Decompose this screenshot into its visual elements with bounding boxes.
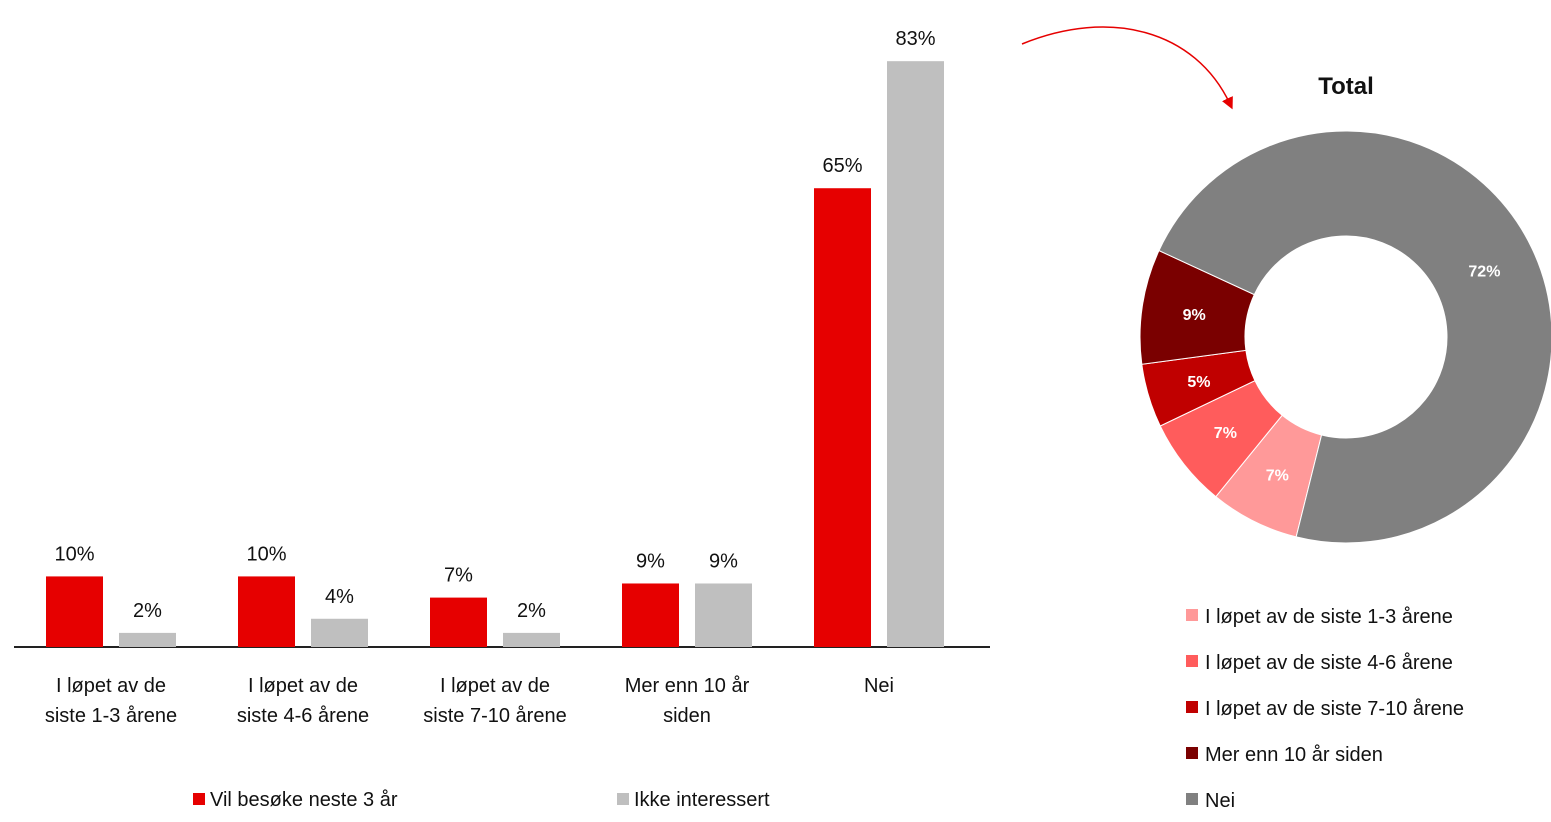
donut-legend-label: I løpet av de siste 1-3 årene xyxy=(1205,606,1453,628)
bar-value-label: 2% xyxy=(133,600,162,622)
bar-value-label: 7% xyxy=(444,565,473,587)
legend-swatch xyxy=(617,793,629,805)
bar-ikke-interessert-2 xyxy=(503,632,560,647)
donut-legend-label: I løpet av de siste 4-6 årene xyxy=(1205,652,1453,674)
bar-value-label: 10% xyxy=(246,543,286,565)
bar-ikke-interessert-0 xyxy=(119,632,176,647)
donut-legend-swatch xyxy=(1186,655,1198,667)
bar-vil-besoke-0 xyxy=(46,576,103,647)
donut-legend-swatch xyxy=(1186,609,1198,621)
donut-slice-label: 5% xyxy=(1187,374,1210,391)
donut-title: Total xyxy=(1318,73,1374,100)
donut-legend-label: I løpet av de siste 7-10 årene xyxy=(1205,698,1464,720)
donut-legend-label: Mer enn 10 år siden xyxy=(1205,744,1383,766)
bar-value-label: 9% xyxy=(636,550,665,572)
bar-value-label: 2% xyxy=(517,600,546,622)
category-label: Mer enn 10 år siden xyxy=(625,675,750,727)
connector-arrow xyxy=(1021,26,1233,110)
donut-slice-label: 9% xyxy=(1183,307,1206,324)
bar-value-label: 9% xyxy=(709,550,738,572)
donut-slice-label: 7% xyxy=(1214,425,1237,442)
bar-ikke-interessert-3 xyxy=(695,583,752,647)
legend-swatch xyxy=(193,793,205,805)
bar-chart: 10% 2% I løpet av de siste 1-3 årene 10% 4% I … xyxy=(14,28,990,811)
bar-vil-besoke-4 xyxy=(814,188,871,647)
bar-vil-besoke-1 xyxy=(238,576,295,647)
category-label: I løpet av de siste 7-10 årene xyxy=(423,675,566,727)
legend-label: Ikke interessert xyxy=(634,789,770,811)
category-label: I løpet av de siste 4-6 årene xyxy=(237,675,369,727)
category-label: I løpet av de siste 1-3 årene xyxy=(45,675,177,727)
category-label: Nei xyxy=(864,675,894,697)
bar-ikke-interessert-1 xyxy=(311,618,368,647)
donut-legend-swatch xyxy=(1186,747,1198,759)
bar-value-label: 83% xyxy=(895,28,935,50)
legend-label: Vil besøke neste 3 år xyxy=(210,789,398,811)
bar-ikke-interessert-4 xyxy=(887,61,944,647)
donut-slice-4 xyxy=(1158,130,1551,544)
bar-value-label: 65% xyxy=(822,155,862,177)
donut-legend-label: Nei xyxy=(1205,790,1235,812)
bar-vil-besoke-2 xyxy=(430,597,487,647)
bar-value-label: 4% xyxy=(325,586,354,608)
bar-vil-besoke-3 xyxy=(622,583,679,647)
donut-slice-label: 7% xyxy=(1266,467,1289,484)
donut-legend-swatch xyxy=(1186,701,1198,713)
donut-slice-label: 72% xyxy=(1468,264,1500,281)
donut-legend-swatch xyxy=(1186,793,1198,805)
bar-value-label: 10% xyxy=(54,543,94,565)
donut-chart: Total 7% 7% 5% 9% 72% I løpet av de siste 1-3… xyxy=(1139,73,1551,812)
